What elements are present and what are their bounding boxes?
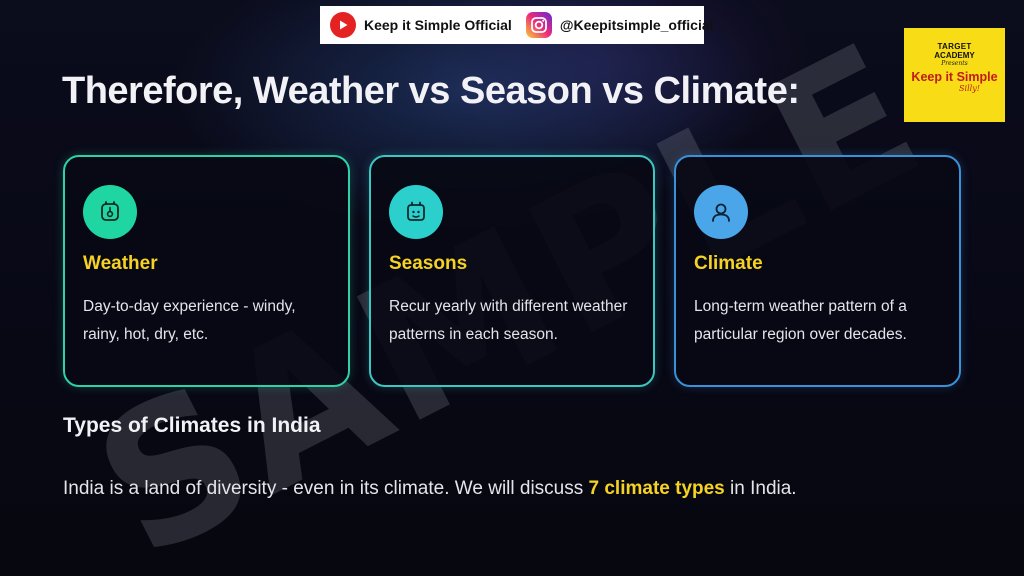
youtube-channel-label: Keep it Simple Official — [364, 17, 512, 33]
calendar-icon — [389, 185, 443, 239]
thermometer-icon — [83, 185, 137, 239]
climate-count-highlight: 7 climate types — [588, 478, 725, 499]
brand-tagline: Silly! — [959, 84, 980, 93]
brand-line-academy: ACADEMY — [934, 51, 975, 60]
card-heading-weather: Weather — [83, 253, 158, 274]
section-text-before: India is a land of diversity - even in i… — [63, 478, 589, 499]
card-heading-climate: Climate — [694, 253, 763, 274]
card-body-seasons: Recur yearly with different weather patt… — [389, 298, 628, 343]
social-banner: Keep it Simple Official @Keepitsimple_of… — [320, 6, 714, 44]
youtube-icon — [330, 12, 356, 38]
card-body-weather: Day-to-day experience - windy, rainy, ho… — [83, 298, 296, 343]
section-text: India is a land of diversity - even in i… — [63, 478, 797, 500]
card-seasons: Seasons Recur yearly with different weat… — [369, 155, 655, 387]
instagram-icon — [525, 12, 552, 38]
person-icon — [694, 185, 748, 239]
card-weather: Weather Day-to-day experience - windy, r… — [63, 155, 350, 387]
instagram-handle-label: @Keepitsimple_official — [559, 17, 714, 33]
card-body-climate: Long-term weather pattern of a particula… — [694, 298, 907, 343]
page-title: Therefore, Weather vs Season vs Climate: — [62, 70, 800, 112]
card-heading-seasons: Seasons — [389, 253, 468, 274]
section-text-after: in India. — [724, 478, 797, 499]
section-title: Types of Climates in India — [63, 414, 321, 437]
brand-line-target: TARGET — [937, 42, 972, 51]
brand-presents: Presents — [941, 60, 968, 67]
card-climate: Climate Long-term weather pattern of a p… — [674, 155, 961, 387]
brand-logo: TARGET ACADEMY Presents Keep it Simple S… — [904, 28, 1005, 122]
brand-main-name: Keep it Simple — [911, 70, 998, 84]
